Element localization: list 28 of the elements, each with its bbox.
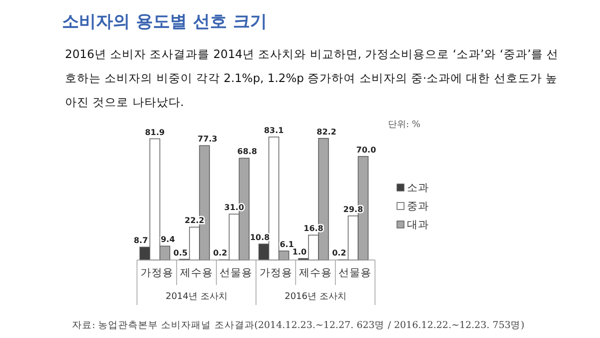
data-label: 77.3	[198, 134, 218, 144]
data-label: 1.0	[292, 248, 308, 257]
x-tick-label: 제수용	[180, 267, 213, 279]
data-label: 68.8	[237, 147, 258, 156]
data-label: 83.1	[264, 126, 284, 135]
x-tick-label: 가정용	[259, 267, 292, 279]
x-tick-label: 제수용	[299, 267, 332, 279]
data-label: 8.7	[134, 236, 148, 246]
data-label: 6.1	[280, 240, 294, 249]
text: 단위: %	[388, 120, 421, 130]
x-tick-label: 선물용	[338, 267, 372, 279]
data-label: 82.2	[316, 127, 336, 136]
legend-label: 대과	[407, 219, 429, 231]
x-tick-label: 선물용	[220, 267, 253, 279]
chart-subtitle: 2016년 소비자 조사결과를 2014년 조사치와 비교하면, 가정소비용으로 ‘소과’와 ‘중과’를 선호하는 소비자의 비중이 각각 2.1%p, 1.2%p 증가하여 소비자의 중·소과에 대한 선호도가 높아진 것으로 나타났다.	[65, 46, 560, 111]
data-label: 9.4	[160, 235, 176, 244]
chart-title: 소비자의 용도별 선호 크기	[62, 11, 267, 33]
data-label: 0.2	[213, 248, 228, 258]
legend-label: 중과	[407, 200, 429, 212]
x-tick-label: 가정용	[140, 267, 174, 279]
text: 2014년 조사치	[166, 292, 228, 302]
text: 자료: 농업관측본부 소비자패널 조사결과(2014.12.23.~12.27. 623명 / 2016.12.22.~12.23. 753명)	[72, 320, 524, 331]
data-label: 70.0	[356, 145, 376, 154]
text: 2016년 조사치	[284, 292, 346, 302]
data-label: 0.5	[173, 248, 188, 258]
data-label: 81.9	[144, 128, 166, 137]
data-label: 0.2	[332, 248, 346, 258]
legend-label: 소과	[407, 182, 429, 194]
